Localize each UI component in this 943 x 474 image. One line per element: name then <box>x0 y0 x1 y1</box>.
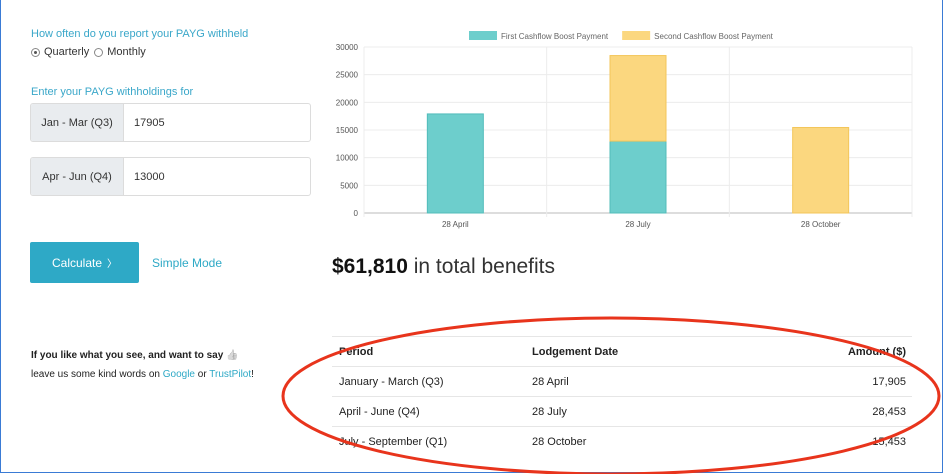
cell-period: January - March (Q3) <box>339 375 444 388</box>
review-prefix: leave us some kind words on <box>31 369 163 380</box>
total-text: in total benefits <box>407 255 556 278</box>
monthly-label[interactable]: Monthly <box>107 46 146 58</box>
header-amount: Amount ($) <box>847 345 906 358</box>
review-or: or <box>194 369 210 380</box>
table-header: Period Lodgement Date Amount ($) <box>332 336 912 366</box>
review-prompt-text: If you like what you see, and want to sa… <box>31 350 224 361</box>
legend-swatch <box>622 31 651 40</box>
review-prompt: If you like what you see, and want to sa… <box>31 350 239 361</box>
enter-withholdings-label: Enter your PAYG withholdings for <box>31 86 194 98</box>
y-tick-label: 10000 <box>336 154 359 163</box>
trustpilot-link[interactable]: TrustPilot <box>209 369 252 380</box>
table-row: July - September (Q1) 28 October 15,453 <box>332 426 912 456</box>
cell-amount: 15,453 <box>872 435 906 448</box>
cell-period: July - September (Q1) <box>339 435 448 448</box>
review-suffix: ! <box>251 369 254 380</box>
cell-date: 28 October <box>532 435 587 448</box>
chart-bar <box>609 55 667 142</box>
payments-table: Period Lodgement Date Amount ($) January… <box>332 336 912 456</box>
google-link[interactable]: Google <box>162 369 195 380</box>
chevron-right-icon: 〉 <box>107 259 118 270</box>
legend-label: First Cashflow Boost Payment <box>501 32 609 41</box>
y-tick-label: 25000 <box>336 71 359 80</box>
q3-input-group: Jan - Mar (Q3) 17905 <box>30 103 311 142</box>
total-amount: $61,810 <box>332 255 408 278</box>
monthly-radio[interactable] <box>94 47 104 57</box>
y-tick-label: 5000 <box>340 181 358 190</box>
q4-input-group: Apr - Jun (Q4) 13000 <box>30 157 311 196</box>
quarterly-label[interactable]: Quarterly <box>44 46 90 58</box>
x-tick-label: 28 October <box>801 220 841 229</box>
header-lodgement-date: Lodgement Date <box>532 345 619 358</box>
cell-period: April - June (Q4) <box>339 405 420 418</box>
y-tick-label: 20000 <box>336 98 359 107</box>
frequency-question: How often do you report your PAYG withhe… <box>31 28 249 40</box>
chart-bar <box>609 140 667 214</box>
cell-date: 28 July <box>532 405 567 418</box>
legend-label: Second Cashflow Boost Payment <box>654 32 774 41</box>
y-tick-label: 30000 <box>336 43 359 52</box>
q3-input-label: Jan - Mar (Q3) <box>31 104 124 141</box>
cell-amount: 28,453 <box>872 405 906 418</box>
chart-bar <box>426 113 484 214</box>
total-benefits: $61,810 in total benefits <box>332 255 555 279</box>
x-tick-label: 28 July <box>625 220 650 229</box>
chart-bar <box>792 126 850 214</box>
legend-swatch <box>469 31 497 40</box>
review-links: leave us some kind words on Google or Tr… <box>31 369 254 380</box>
calculate-label: Calculate <box>51 255 103 270</box>
table-row: January - March (Q3) 28 April 17,905 <box>332 366 912 396</box>
q4-input[interactable]: 13000 <box>134 170 165 183</box>
cell-amount: 17,905 <box>872 375 906 388</box>
quarterly-radio[interactable] <box>31 47 40 57</box>
cell-date: 28 April <box>532 375 569 388</box>
x-tick-label: 28 April <box>442 220 469 229</box>
thumbs-up-icon: 👍 <box>226 350 239 361</box>
simple-mode-link[interactable]: Simple Mode <box>152 256 223 270</box>
calculate-button[interactable]: Calculate 〉 <box>30 242 139 283</box>
frequency-options: Quarterly Monthly <box>31 46 146 58</box>
q3-input[interactable]: 17905 <box>134 116 165 129</box>
q4-input-label: Apr - Jun (Q4) <box>31 158 124 195</box>
y-tick-label: 15000 <box>336 126 359 135</box>
header-period: Period <box>339 345 374 358</box>
cashflow-chart: 0 5000 10000 15000 20000 25000 30000 28 April 28… <box>336 31 913 229</box>
y-tick-label: 0 <box>354 209 359 218</box>
table-row: April - June (Q4) 28 July 28,453 <box>332 396 912 426</box>
